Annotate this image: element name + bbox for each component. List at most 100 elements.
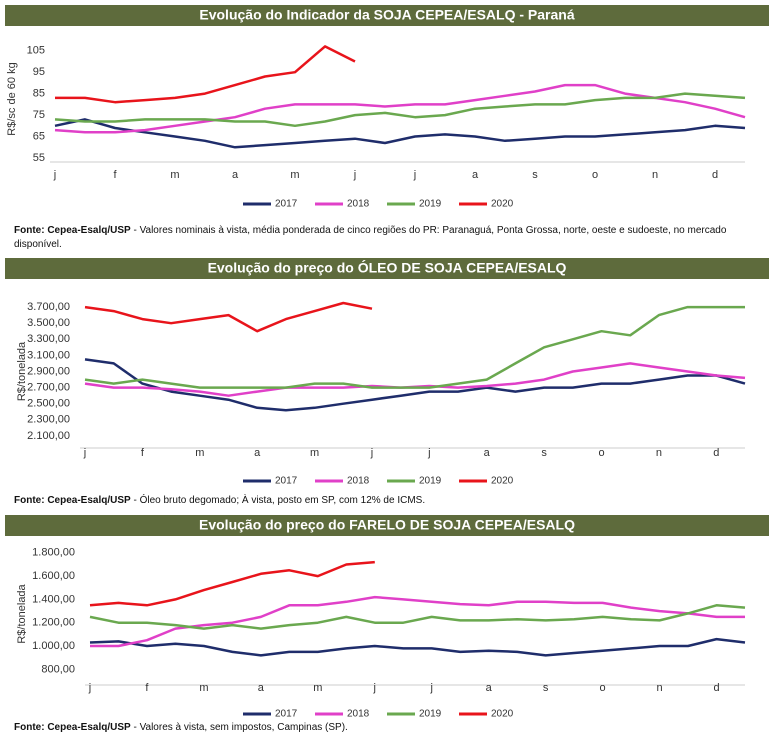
title-bar <box>5 258 769 279</box>
x-tick-label: o <box>600 682 606 694</box>
series-line <box>89 560 375 607</box>
source-1: Fonte: Cepea-Esalq/USP - Valores nominai… <box>14 224 734 252</box>
legend-label: 2018 <box>347 709 370 720</box>
series-line <box>84 362 746 397</box>
source-note: - Óleo bruto degomado; À vista, posto em… <box>133 495 426 506</box>
legend-label: 2017 <box>275 476 298 487</box>
source-note: - Valores à vista, sem impostos, Campina… <box>133 722 348 733</box>
x-tick-label: m <box>195 447 204 459</box>
y-axis-title: R$/sc de 60 kg <box>6 62 18 135</box>
x-tick-label: n <box>652 169 658 181</box>
y-tick-label: 1.800,00 <box>32 547 75 559</box>
x-tick-label: s <box>532 169 538 181</box>
x-tick-label: a <box>254 447 261 459</box>
x-tick-label: d <box>712 169 718 181</box>
x-tick-label: a <box>232 169 239 181</box>
y-tick-label: 55 <box>33 152 45 164</box>
x-tick-label: a <box>258 682 265 694</box>
y-axis-title: R$/tonelada <box>16 583 28 643</box>
series-line <box>90 595 745 648</box>
y-tick-label: 800,00 <box>41 663 75 675</box>
y-tick-label: 105 <box>27 45 45 57</box>
legend-label: 2018 <box>347 476 370 487</box>
chart-title: Evolução do preço do FARELO DE SOJA CEPE… <box>199 517 575 533</box>
series-line <box>89 637 746 657</box>
x-tick-label: a <box>486 682 493 694</box>
title-bar <box>5 515 769 536</box>
source-3: Fonte: Cepea-Esalq/USP - Valores à vista… <box>14 721 754 735</box>
y-tick-label: 2.100,00 <box>27 430 70 442</box>
x-tick-label: m <box>290 169 299 181</box>
y-tick-label: 3.100,00 <box>27 349 70 361</box>
x-tick-label: n <box>656 447 662 459</box>
y-tick-label: 3.500,00 <box>27 317 70 329</box>
legend-label: 2020 <box>491 199 514 210</box>
legend-label: 2020 <box>491 476 514 487</box>
series-line <box>89 604 746 630</box>
series-line <box>54 118 746 149</box>
legend-label: 2020 <box>491 709 514 720</box>
series-line <box>84 358 746 412</box>
legend-label: 2017 <box>275 709 298 720</box>
series-line <box>84 301 373 333</box>
x-tick-label: j <box>353 169 356 181</box>
x-tick-label: j <box>413 169 416 181</box>
source-label: Fonte: Cepea-Esalq/USP <box>14 495 131 506</box>
legend-label: 2019 <box>419 709 442 720</box>
y-tick-label: 1.600,00 <box>32 570 75 582</box>
x-tick-label: s <box>543 682 549 694</box>
x-tick-label: f <box>141 447 145 459</box>
x-tick-label: a <box>472 169 479 181</box>
legend-label: 2019 <box>419 199 442 210</box>
y-tick-label: 3.700,00 <box>27 301 70 313</box>
x-tick-label: n <box>657 682 663 694</box>
x-tick-label: m <box>313 682 322 694</box>
y-tick-label: 2.700,00 <box>27 382 70 394</box>
x-tick-label: j <box>83 447 86 459</box>
x-tick-label: j <box>88 682 91 694</box>
y-tick-label: 95 <box>33 66 45 78</box>
y-tick-label: 1.200,00 <box>32 617 75 629</box>
x-tick-label: o <box>592 169 598 181</box>
legend-label: 2019 <box>419 476 442 487</box>
x-tick-label: j <box>427 447 430 459</box>
chart-title: Evolução do Indicador da SOJA CEPEA/ESAL… <box>199 7 574 23</box>
chart-title: Evolução do preço do ÓLEO DE SOJA CEPEA/… <box>208 259 567 276</box>
x-tick-label: m <box>310 447 319 459</box>
legend-label: 2017 <box>275 199 298 210</box>
y-tick-label: 2.300,00 <box>27 414 70 426</box>
x-tick-label: j <box>53 169 56 181</box>
x-tick-label: a <box>484 447 491 459</box>
x-tick-label: d <box>713 682 719 694</box>
series-line <box>84 305 745 389</box>
series-line <box>55 45 356 104</box>
y-tick-label: 1.400,00 <box>32 593 75 605</box>
x-tick-label: j <box>430 682 433 694</box>
title-bar <box>5 5 769 26</box>
y-tick-label: 2.500,00 <box>27 398 70 410</box>
x-tick-label: f <box>113 169 117 181</box>
y-tick-label: 1.000,00 <box>32 640 75 652</box>
y-tick-label: 75 <box>33 109 45 121</box>
x-tick-label: m <box>170 169 179 181</box>
y-tick-label: 85 <box>33 88 45 100</box>
y-axis-title: R$/tonelada <box>16 341 28 401</box>
x-tick-label: j <box>373 682 376 694</box>
series-line <box>54 83 746 134</box>
y-tick-label: 3.300,00 <box>27 333 70 345</box>
source-2: Fonte: Cepea-Esalq/USP - Óleo bruto dego… <box>14 494 754 508</box>
y-tick-label: 2.900,00 <box>27 365 70 377</box>
source-label: Fonte: Cepea-Esalq/USP <box>14 722 131 733</box>
series-line <box>54 92 746 128</box>
x-tick-label: m <box>199 682 208 694</box>
x-tick-label: d <box>713 447 719 459</box>
source-note: - Valores nominais à vista, média ponder… <box>14 225 727 250</box>
x-tick-label: j <box>370 447 373 459</box>
x-tick-label: f <box>145 682 149 694</box>
x-tick-label: o <box>598 447 604 459</box>
source-label: Fonte: Cepea-Esalq/USP <box>14 225 131 236</box>
x-tick-label: s <box>541 447 547 459</box>
legend-label: 2018 <box>347 199 370 210</box>
